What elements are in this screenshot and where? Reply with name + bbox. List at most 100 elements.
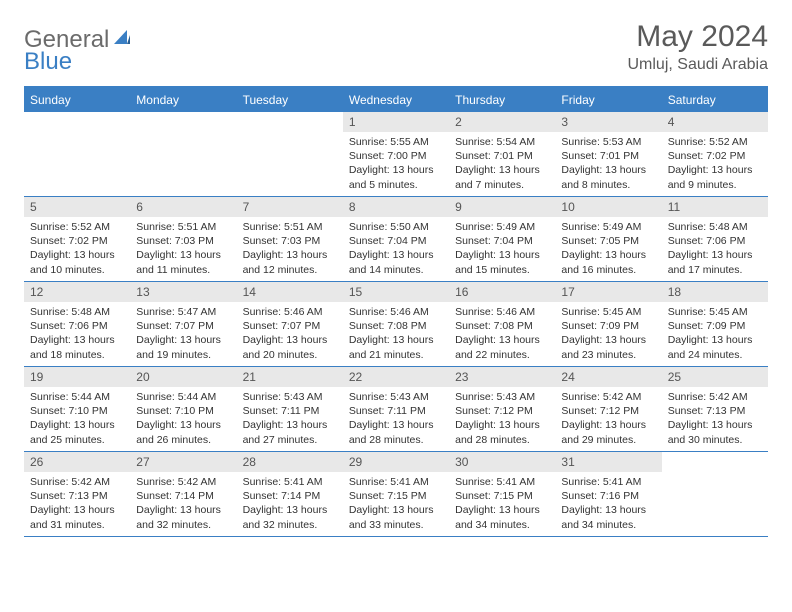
- day-body: Sunrise: 5:50 AMSunset: 7:04 PMDaylight:…: [343, 217, 449, 281]
- sunrise-line: Sunrise: 5:41 AM: [455, 475, 549, 489]
- day-body: Sunrise: 5:54 AMSunset: 7:01 PMDaylight:…: [449, 132, 555, 196]
- sunset-line: Sunset: 7:02 PM: [668, 149, 762, 163]
- day-cell: 25Sunrise: 5:42 AMSunset: 7:13 PMDayligh…: [662, 367, 768, 451]
- sunrise-line: Sunrise: 5:43 AM: [455, 390, 549, 404]
- sunset-line: Sunset: 7:11 PM: [243, 404, 337, 418]
- daylight-line: Daylight: 13 hours and 14 minutes.: [349, 248, 443, 276]
- day-body: Sunrise: 5:46 AMSunset: 7:08 PMDaylight:…: [343, 302, 449, 366]
- day-number: 19: [24, 367, 130, 387]
- sunset-line: Sunset: 7:16 PM: [561, 489, 655, 503]
- day-body: Sunrise: 5:41 AMSunset: 7:15 PMDaylight:…: [449, 472, 555, 536]
- day-header: Saturday: [662, 88, 768, 112]
- sunrise-line: Sunrise: 5:46 AM: [455, 305, 549, 319]
- day-number: 31: [555, 452, 661, 472]
- sunset-line: Sunset: 7:09 PM: [561, 319, 655, 333]
- daylight-line: Daylight: 13 hours and 18 minutes.: [30, 333, 124, 361]
- day-body: Sunrise: 5:43 AMSunset: 7:12 PMDaylight:…: [449, 387, 555, 451]
- daylight-line: Daylight: 13 hours and 26 minutes.: [136, 418, 230, 446]
- sunset-line: Sunset: 7:08 PM: [455, 319, 549, 333]
- sunrise-line: Sunrise: 5:41 AM: [243, 475, 337, 489]
- daylight-line: Daylight: 13 hours and 32 minutes.: [243, 503, 337, 531]
- day-cell: 16Sunrise: 5:46 AMSunset: 7:08 PMDayligh…: [449, 282, 555, 366]
- sunrise-line: Sunrise: 5:48 AM: [30, 305, 124, 319]
- logo-blue-row: Blue: [24, 48, 72, 76]
- sunrise-line: Sunrise: 5:43 AM: [349, 390, 443, 404]
- sunset-line: Sunset: 7:03 PM: [243, 234, 337, 248]
- day-number: 11: [662, 197, 768, 217]
- sunset-line: Sunset: 7:12 PM: [455, 404, 549, 418]
- daylight-line: Daylight: 13 hours and 22 minutes.: [455, 333, 549, 361]
- day-cell: 28Sunrise: 5:41 AMSunset: 7:14 PMDayligh…: [237, 452, 343, 536]
- week-row: 26Sunrise: 5:42 AMSunset: 7:13 PMDayligh…: [24, 452, 768, 537]
- sunrise-line: Sunrise: 5:52 AM: [668, 135, 762, 149]
- sunset-line: Sunset: 7:05 PM: [561, 234, 655, 248]
- day-cell-empty: [24, 112, 130, 196]
- sunrise-line: Sunrise: 5:41 AM: [561, 475, 655, 489]
- day-cell: 15Sunrise: 5:46 AMSunset: 7:08 PMDayligh…: [343, 282, 449, 366]
- day-body: Sunrise: 5:52 AMSunset: 7:02 PMDaylight:…: [24, 217, 130, 281]
- sunset-line: Sunset: 7:07 PM: [136, 319, 230, 333]
- day-body: Sunrise: 5:41 AMSunset: 7:15 PMDaylight:…: [343, 472, 449, 536]
- day-header: Thursday: [449, 88, 555, 112]
- daylight-line: Daylight: 13 hours and 11 minutes.: [136, 248, 230, 276]
- day-number: 22: [343, 367, 449, 387]
- day-body: Sunrise: 5:46 AMSunset: 7:08 PMDaylight:…: [449, 302, 555, 366]
- sunset-line: Sunset: 7:10 PM: [30, 404, 124, 418]
- day-body: Sunrise: 5:53 AMSunset: 7:01 PMDaylight:…: [555, 132, 661, 196]
- day-body: Sunrise: 5:42 AMSunset: 7:13 PMDaylight:…: [24, 472, 130, 536]
- sunset-line: Sunset: 7:11 PM: [349, 404, 443, 418]
- day-body: Sunrise: 5:41 AMSunset: 7:16 PMDaylight:…: [555, 472, 661, 536]
- day-body: Sunrise: 5:48 AMSunset: 7:06 PMDaylight:…: [662, 217, 768, 281]
- day-cell: 9Sunrise: 5:49 AMSunset: 7:04 PMDaylight…: [449, 197, 555, 281]
- sunset-line: Sunset: 7:15 PM: [349, 489, 443, 503]
- daylight-line: Daylight: 13 hours and 32 minutes.: [136, 503, 230, 531]
- title-block: May 2024 Umluj, Saudi Arabia: [627, 20, 768, 74]
- day-body: Sunrise: 5:42 AMSunset: 7:12 PMDaylight:…: [555, 387, 661, 451]
- day-headers-row: SundayMondayTuesdayWednesdayThursdayFrid…: [24, 88, 768, 112]
- sunrise-line: Sunrise: 5:46 AM: [243, 305, 337, 319]
- sunrise-line: Sunrise: 5:43 AM: [243, 390, 337, 404]
- day-body: Sunrise: 5:41 AMSunset: 7:14 PMDaylight:…: [237, 472, 343, 536]
- sunset-line: Sunset: 7:04 PM: [455, 234, 549, 248]
- sunset-line: Sunset: 7:08 PM: [349, 319, 443, 333]
- day-cell: 23Sunrise: 5:43 AMSunset: 7:12 PMDayligh…: [449, 367, 555, 451]
- sunset-line: Sunset: 7:04 PM: [349, 234, 443, 248]
- day-body: Sunrise: 5:49 AMSunset: 7:05 PMDaylight:…: [555, 217, 661, 281]
- day-cell: 29Sunrise: 5:41 AMSunset: 7:15 PMDayligh…: [343, 452, 449, 536]
- sunset-line: Sunset: 7:07 PM: [243, 319, 337, 333]
- day-number: 14: [237, 282, 343, 302]
- calendar: SundayMondayTuesdayWednesdayThursdayFrid…: [24, 86, 768, 537]
- day-cell: 8Sunrise: 5:50 AMSunset: 7:04 PMDaylight…: [343, 197, 449, 281]
- sunset-line: Sunset: 7:01 PM: [561, 149, 655, 163]
- location: Umluj, Saudi Arabia: [627, 56, 768, 74]
- day-body: Sunrise: 5:44 AMSunset: 7:10 PMDaylight:…: [130, 387, 236, 451]
- daylight-line: Daylight: 13 hours and 20 minutes.: [243, 333, 337, 361]
- day-number: 23: [449, 367, 555, 387]
- sunrise-line: Sunrise: 5:41 AM: [349, 475, 443, 489]
- day-body: Sunrise: 5:51 AMSunset: 7:03 PMDaylight:…: [130, 217, 236, 281]
- sunrise-line: Sunrise: 5:54 AM: [455, 135, 549, 149]
- sunrise-line: Sunrise: 5:42 AM: [561, 390, 655, 404]
- daylight-line: Daylight: 13 hours and 5 minutes.: [349, 163, 443, 191]
- daylight-line: Daylight: 13 hours and 31 minutes.: [30, 503, 124, 531]
- sunrise-line: Sunrise: 5:55 AM: [349, 135, 443, 149]
- day-header: Sunday: [24, 88, 130, 112]
- day-cell: 13Sunrise: 5:47 AMSunset: 7:07 PMDayligh…: [130, 282, 236, 366]
- sunset-line: Sunset: 7:14 PM: [243, 489, 337, 503]
- day-body: Sunrise: 5:51 AMSunset: 7:03 PMDaylight:…: [237, 217, 343, 281]
- sunrise-line: Sunrise: 5:51 AM: [136, 220, 230, 234]
- day-cell: 31Sunrise: 5:41 AMSunset: 7:16 PMDayligh…: [555, 452, 661, 536]
- sunrise-line: Sunrise: 5:46 AM: [349, 305, 443, 319]
- sunset-line: Sunset: 7:13 PM: [30, 489, 124, 503]
- header: General May 2024 Umluj, Saudi Arabia: [24, 20, 768, 74]
- sunrise-line: Sunrise: 5:44 AM: [30, 390, 124, 404]
- day-number: 10: [555, 197, 661, 217]
- day-cell: 30Sunrise: 5:41 AMSunset: 7:15 PMDayligh…: [449, 452, 555, 536]
- day-number: 13: [130, 282, 236, 302]
- day-number: 26: [24, 452, 130, 472]
- day-number: 27: [130, 452, 236, 472]
- daylight-line: Daylight: 13 hours and 24 minutes.: [668, 333, 762, 361]
- daylight-line: Daylight: 13 hours and 33 minutes.: [349, 503, 443, 531]
- sunset-line: Sunset: 7:03 PM: [136, 234, 230, 248]
- daylight-line: Daylight: 13 hours and 27 minutes.: [243, 418, 337, 446]
